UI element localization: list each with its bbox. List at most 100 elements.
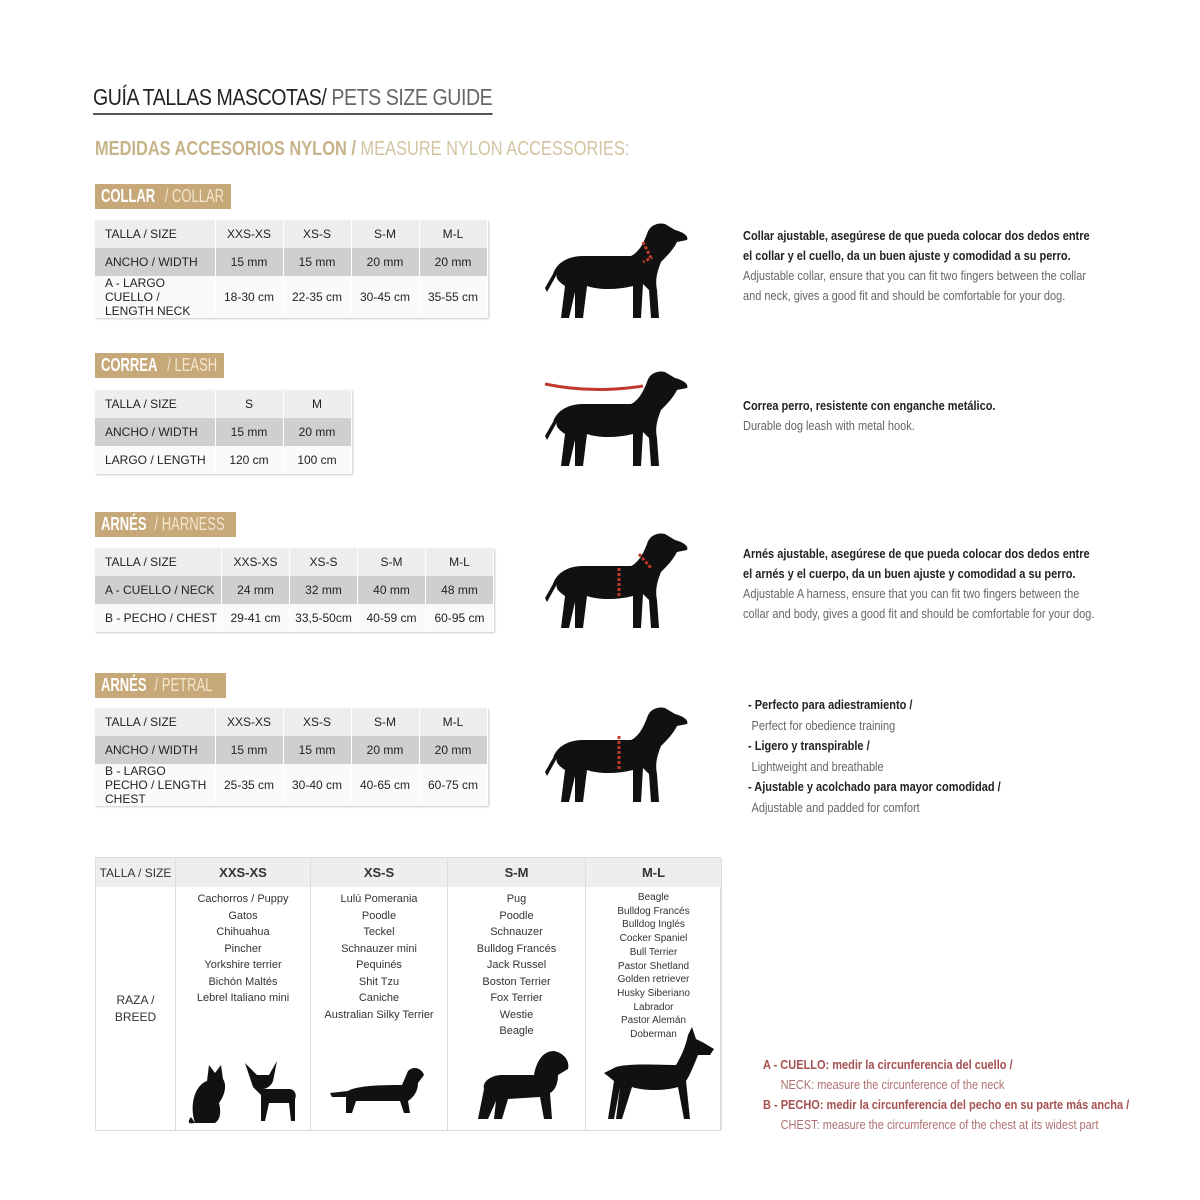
breed-item: Lulú Pomerania — [340, 893, 418, 905]
breed-item: Bull Terrier — [629, 946, 678, 958]
leash-tag: CORREA / LEASH — [95, 353, 224, 378]
text: Lightweight and breathable — [751, 759, 884, 774]
table-cell: TALLA / SIZE — [95, 390, 216, 418]
breed-item: Schnauzer — [490, 926, 543, 938]
table-cell: S — [215, 390, 284, 418]
table-cell: 15 mm — [283, 248, 352, 276]
page-subtitle: MEDIDAS ACCESORIOS NYLON / MEASURE NYLON… — [95, 138, 629, 161]
table-cell: 15 mm — [215, 418, 284, 446]
text: CORREA — [101, 355, 158, 375]
text: TALLA / SIZE — [96, 858, 176, 887]
collar-table: TALLA / SIZE XXS-XS XS-S S-M M-L ANCHO / WID… — [95, 220, 488, 318]
breed-item: Pug — [506, 893, 527, 905]
table-cell: 20 mm — [351, 248, 420, 276]
breed-item: Chihuahua — [216, 926, 270, 938]
breed-list-xxs-xs: Cachorros / Puppy Gatos Chihuahua Pincher Yo… — [176, 887, 311, 1130]
breed-item: Jack Russel — [486, 959, 547, 971]
table-cell: 25-35 cm — [215, 764, 284, 806]
text: S-M — [448, 858, 586, 887]
collar-description: Collar ajustable, asegúrese de que pueda… — [743, 226, 1090, 306]
breed-item: Beagle — [499, 1025, 534, 1037]
text: Durable dog leash with metal hook. — [743, 419, 915, 433]
breed-item: Boston Terrier — [482, 975, 551, 988]
table-cell: B - LARGO PECHO / LENGTH CHEST — [95, 764, 216, 806]
table-cell: 48 mm — [425, 576, 495, 604]
table-cell: 100 cm — [283, 446, 352, 474]
table-cell: 22-35 cm — [283, 276, 352, 318]
table-cell: 40-65 cm — [351, 764, 420, 806]
breed-item: Pequinés — [356, 959, 402, 971]
table-cell: S-M — [351, 708, 420, 736]
breed-item: Yorkshire terrier — [204, 959, 282, 971]
table-cell: XS-S — [283, 708, 352, 736]
table-cell: 20 mm — [351, 736, 420, 764]
breed-item: Teckel — [363, 926, 395, 938]
text: M-L — [586, 858, 722, 887]
breed-item: Westie — [499, 1008, 534, 1021]
breed-list-xs-s: Lulú Pomerania Poodle Teckel Schnauzer mini… — [311, 887, 448, 1130]
table-cell: 20 mm — [283, 418, 352, 446]
breed-item: Shit Tzu — [358, 975, 400, 988]
table-cell: XXS-XS — [215, 708, 284, 736]
table-cell: 30-45 cm — [351, 276, 420, 318]
harness-tag: ARNÉS / HARNESS — [95, 512, 236, 537]
petral-table: TALLA / SIZE XXS-XS XS-S S-M M-L ANCHO / WID… — [95, 708, 488, 806]
breed-item: Poodle — [361, 909, 397, 922]
page-title: GUÍA TALLAS MASCOTAS/ PETS SIZE GUIDE — [93, 84, 493, 115]
table-cell: 15 mm — [215, 736, 284, 764]
table-cell: 30-40 cm — [283, 764, 352, 806]
breed-size-table: TALLA / SIZE XXS-XS XS-S S-M M-L RAZA / … — [95, 857, 722, 1131]
text: Perfect for obedience training — [751, 718, 896, 733]
text: CHEST: measure the circumference of the … — [780, 1118, 1099, 1132]
table-cell: 15 mm — [283, 736, 352, 764]
text: Correa perro, resistente con enganche me… — [743, 399, 996, 413]
breed-item: Schnauzer mini — [341, 942, 417, 955]
breed-item: Bulldog Francés — [476, 942, 557, 955]
breed-item: Golden retriever — [617, 974, 690, 986]
dog-leash-icon — [544, 371, 688, 466]
table-cell: 40-59 cm — [357, 604, 427, 632]
text: XXS-XS — [176, 858, 311, 887]
petral-tag: ARNÉS / PETRAL — [95, 673, 226, 698]
table-cell: 35-55 cm — [419, 276, 488, 318]
breed-item: Beagle — [637, 892, 670, 903]
text: Adjustable A harness, ensure that you ca… — [743, 587, 1080, 601]
leash-description: Correa perro, resistente con enganche me… — [743, 396, 995, 436]
breed-item: Bulldog Francés — [617, 905, 690, 917]
breed-item: Bulldog Inglés — [622, 919, 685, 931]
table-cell: ANCHO / WIDTH — [95, 418, 216, 446]
table-cell: 60-95 cm — [425, 604, 495, 632]
text: MEDIDAS ACCESORIOS NYLON / — [95, 138, 356, 160]
text: / COLLAR — [164, 186, 225, 206]
text: ARNÉS — [101, 675, 147, 695]
schnauzer-icon — [478, 1051, 569, 1119]
breed-item: Gatos — [228, 909, 258, 922]
breed-item: Bichón Maltés — [208, 975, 278, 988]
table-cell: 32 mm — [289, 576, 359, 604]
text: A - CUELLO: medir la circunferencia del … — [763, 1058, 1013, 1072]
collar-tag: COLLAR / COLLAR — [95, 184, 231, 209]
text: - Ligero y transpirable / — [748, 739, 870, 753]
table-cell: LARGO / LENGTH — [95, 446, 216, 474]
breed-row-label: RAZA / BREED — [96, 887, 176, 1130]
breed-item: Cachorros / Puppy — [197, 893, 289, 905]
table-cell: 18-30 cm — [215, 276, 284, 318]
cat-and-chihuahua-icon — [188, 1061, 296, 1124]
table-cell: M-L — [419, 220, 488, 248]
dog-collar-icon — [545, 223, 688, 318]
breed-item: Pincher — [224, 942, 262, 955]
table-cell: M-L — [419, 708, 488, 736]
text: PETS SIZE GUIDE — [326, 84, 493, 110]
table-cell: 33,5-50cm — [289, 604, 359, 632]
table-cell: 24 mm — [221, 576, 291, 604]
breed-item: Pastor Alemán — [620, 1015, 687, 1027]
doberman-icon — [604, 1027, 714, 1119]
table-cell: M-L — [425, 548, 495, 576]
table-cell: M — [283, 390, 352, 418]
text: collar and body, gives a good fit and sh… — [743, 607, 1095, 621]
breed-item: Caniche — [358, 992, 400, 1004]
harness-description: Arnés ajustable, asegúrese de que pueda … — [743, 544, 1094, 624]
text: el arnés y el cuerpo, da un buen ajuste … — [743, 567, 1076, 581]
table-cell: 120 cm — [215, 446, 284, 474]
breed-list-m-l: Beagle Bulldog Francés Bulldog Inglés Cocke… — [586, 887, 722, 1130]
